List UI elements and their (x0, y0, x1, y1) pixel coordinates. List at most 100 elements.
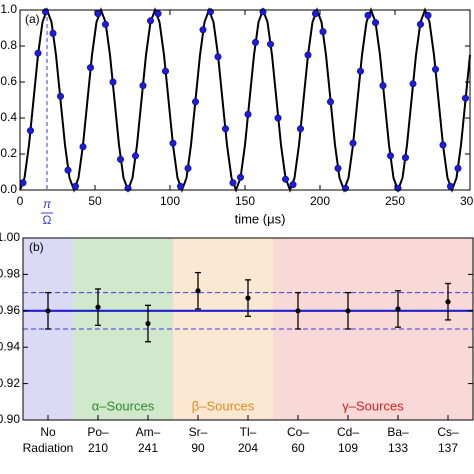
data-point (154, 10, 162, 18)
x-tick-label: 60 (291, 441, 305, 455)
x-tick-label: Tl– (240, 425, 257, 439)
x-tick-label: 90 (191, 441, 205, 455)
data-point (296, 125, 304, 133)
data-point (281, 175, 289, 183)
y-tick-label: 0.94 (0, 339, 20, 353)
data-point (192, 98, 200, 106)
y-tick-label: 0.8 (0, 38, 17, 52)
data-point (102, 20, 110, 28)
x-tick-label: 150 (235, 194, 255, 208)
data-point (386, 152, 394, 160)
y-tick-label: 0.6 (0, 74, 17, 88)
x-tick-label: 241 (138, 441, 158, 455)
data-point (72, 182, 80, 190)
data-point (439, 141, 447, 149)
data-point (349, 139, 357, 147)
region-label: γ–Sources (342, 398, 404, 413)
data-point (45, 308, 51, 314)
x-tick-label: Ba– (387, 425, 409, 439)
y-tick-label: 0.0 (0, 182, 17, 196)
data-point (229, 179, 237, 187)
x-tick-label: Radiation (23, 441, 74, 455)
x-tick-label: 0 (17, 194, 24, 208)
data-point (371, 19, 379, 27)
data-point (311, 10, 319, 18)
data-point (356, 67, 364, 75)
y-tick-label: 1.0 (0, 2, 17, 16)
data-point (132, 152, 140, 160)
data-point (431, 65, 439, 73)
data-point (79, 143, 87, 151)
data-point (416, 20, 424, 28)
fit-curve (19, 7, 471, 193)
region-label: β–Sources (192, 398, 255, 413)
x-tick-label: Po– (87, 425, 109, 439)
data-point (401, 154, 409, 162)
x-tick-label: Co– (287, 425, 309, 439)
x-tick-label: No (40, 425, 56, 439)
data-point (289, 181, 297, 189)
data-point (19, 179, 27, 187)
data-point (445, 299, 451, 305)
annotation-numerator: π (43, 197, 52, 211)
data-point (237, 173, 245, 181)
data-point (214, 53, 222, 61)
region-label: α–Sources (92, 398, 155, 413)
x-tick-label: 300 (460, 194, 474, 208)
data-point (94, 10, 102, 18)
x-axis-label: time (μs) (235, 211, 286, 226)
data-point (319, 28, 327, 36)
y-tick-label: 0.96 (0, 303, 20, 317)
data-point (409, 80, 417, 88)
x-tick-label: Sr– (189, 425, 208, 439)
data-point (252, 38, 260, 46)
data-point (334, 164, 342, 172)
data-point (274, 114, 282, 122)
data-point (304, 51, 312, 59)
data-point (147, 17, 155, 25)
x-tick-label: Cd– (337, 425, 359, 439)
data-point (56, 92, 64, 100)
y-tick-label: 0.4 (0, 110, 17, 124)
x-tick-label: 50 (88, 194, 102, 208)
panel-label: (a) (25, 12, 40, 26)
data-point (461, 94, 469, 102)
data-point (177, 182, 185, 190)
data-point (244, 110, 252, 118)
data-point (117, 155, 125, 163)
data-point (162, 67, 170, 75)
x-tick-label: 100 (160, 194, 180, 208)
data-point (109, 78, 117, 86)
data-point (395, 306, 401, 312)
data-point (446, 182, 454, 190)
data-point (184, 164, 192, 172)
data-point (199, 26, 207, 34)
data-point (87, 64, 95, 72)
data-point (345, 308, 351, 314)
data-point (95, 304, 101, 310)
data-point (424, 11, 432, 19)
data-point (379, 82, 387, 90)
x-tick-label: 210 (88, 441, 108, 455)
data-point (266, 40, 274, 48)
data-point (26, 127, 34, 135)
data-point (49, 29, 57, 37)
x-tick-label: 200 (310, 194, 330, 208)
data-point (222, 125, 230, 133)
data-point (195, 288, 201, 294)
data-point (364, 11, 372, 19)
x-tick-label: 133 (388, 441, 408, 455)
data-point (245, 295, 251, 301)
x-tick-label: 109 (338, 441, 358, 455)
data-point (34, 49, 42, 57)
x-tick-label: Cs– (437, 425, 459, 439)
y-tick-label: 0.98 (0, 267, 20, 281)
panel-label: (b) (29, 240, 44, 254)
data-point (169, 139, 177, 147)
data-point (295, 308, 301, 314)
data-point (454, 164, 462, 172)
y-tick-label: 1.00 (0, 230, 20, 244)
y-tick-label: 0.92 (0, 376, 20, 390)
data-point (326, 98, 334, 106)
